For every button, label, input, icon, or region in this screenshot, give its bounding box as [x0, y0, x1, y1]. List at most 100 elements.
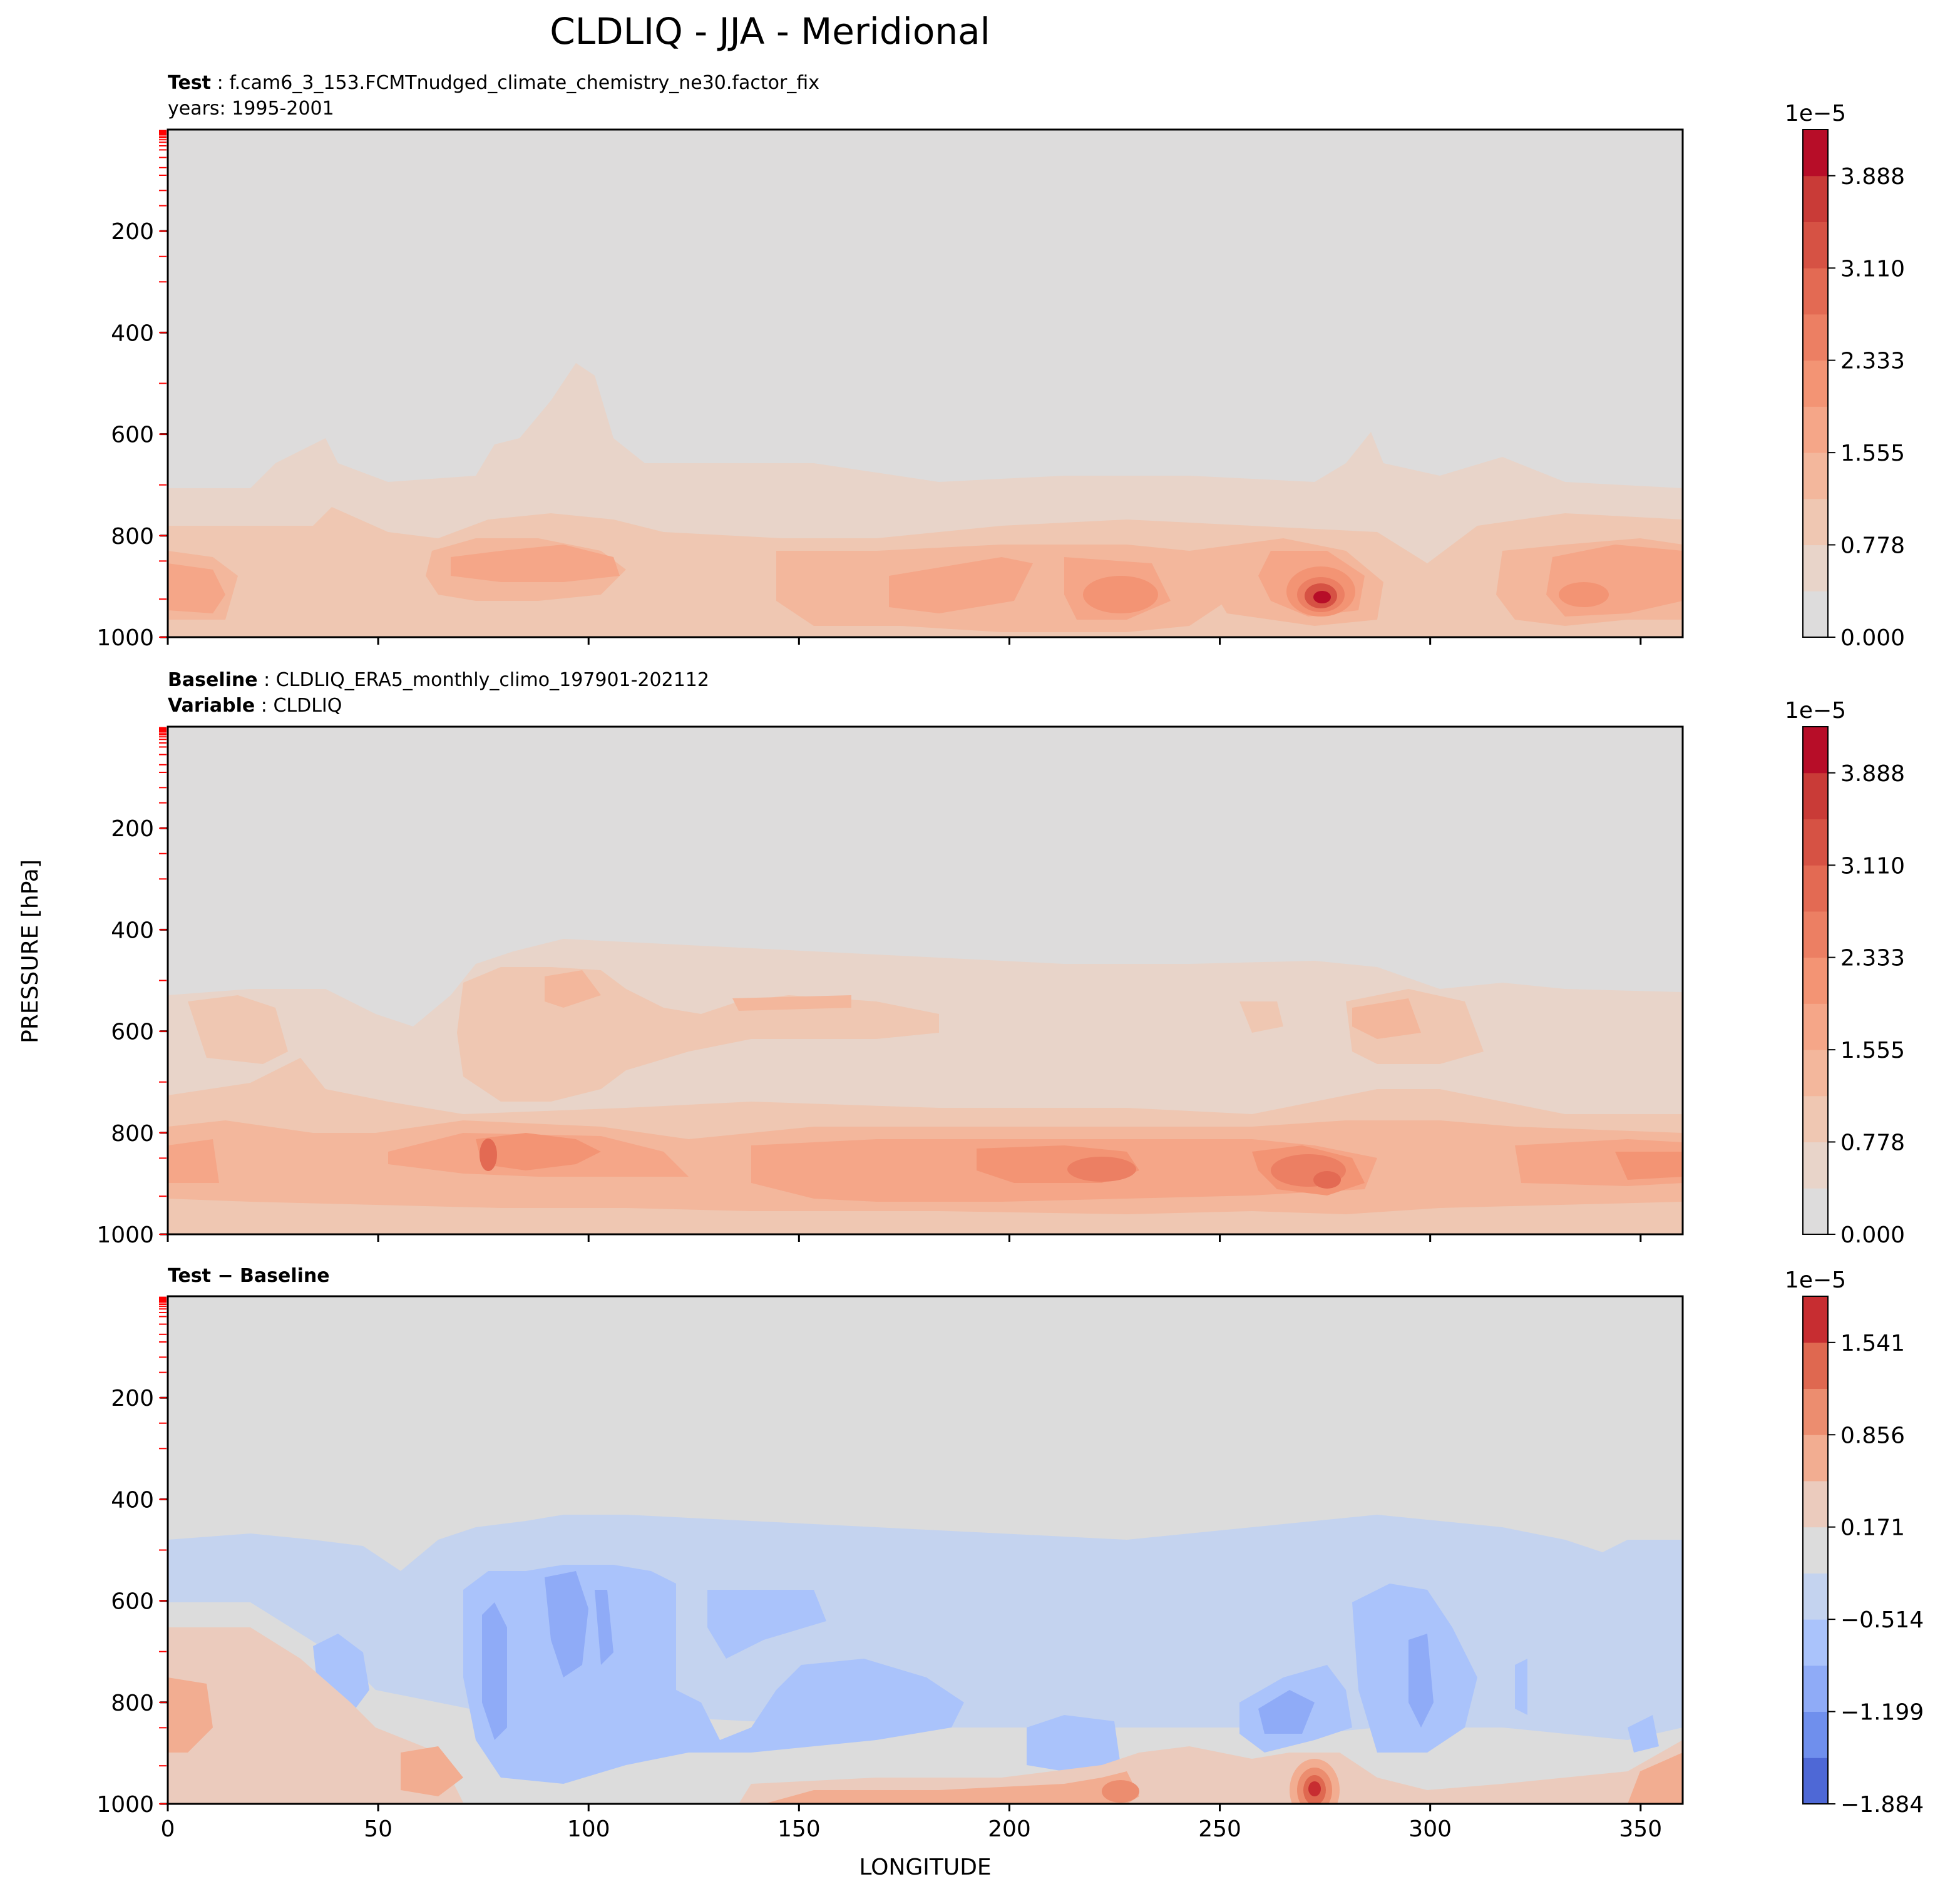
- contour-fill: [480, 1139, 497, 1171]
- x-tick-label: 0: [161, 1816, 175, 1842]
- colorbar-level: [1803, 819, 1828, 866]
- colorbar-level: [1803, 1003, 1828, 1050]
- colorbar-tick-label: 2.333: [1840, 946, 1905, 971]
- x-axis-label: LONGITUDE: [859, 1855, 991, 1880]
- colorbar-level: [1803, 591, 1828, 638]
- y-tick-label: 1000: [96, 1792, 154, 1818]
- colorbar-level: [1803, 175, 1828, 222]
- colorbar-level: [1803, 957, 1828, 1004]
- panel-header: Test : f.cam6_3_153.FCMTnudged_climate_c…: [168, 72, 819, 94]
- x-tick-label: 50: [364, 1816, 393, 1842]
- y-tick-label: 200: [111, 1386, 154, 1411]
- contour-fill: [1067, 1157, 1136, 1182]
- colorbar-tick-label: 0.171: [1840, 1515, 1905, 1541]
- colorbar-level: [1803, 1435, 1828, 1482]
- colorbar-level: [1803, 1527, 1828, 1574]
- x-tick-label: 300: [1408, 1816, 1452, 1842]
- axes-frame: [167, 725, 1684, 1236]
- contour-fill: [1559, 582, 1609, 607]
- colorbar-level: [1803, 727, 1828, 774]
- colorbar-tick-label: 0.856: [1840, 1423, 1905, 1448]
- contour-field: [168, 1296, 1683, 1804]
- contour-field: [168, 130, 1683, 637]
- contour-fill: [313, 1565, 1659, 1784]
- colorbar-tick-label: 2.333: [1840, 349, 1905, 374]
- panel-header: Test − Baseline: [168, 1265, 330, 1287]
- colorbar-level: [1803, 1388, 1828, 1435]
- contour-fill: [482, 1571, 1434, 1740]
- colorbar-level: [1803, 1142, 1828, 1189]
- colorbar-tick-label: 3.110: [1840, 853, 1905, 879]
- x-tick-label: 150: [777, 1816, 821, 1842]
- colorbar-tick-label: −1.884: [1840, 1792, 1924, 1818]
- y-tick-label: 200: [111, 219, 154, 245]
- colorbar-frame: [1802, 726, 1829, 1235]
- figure-title: CLDLIQ - JJA - Meridional: [550, 10, 990, 53]
- y-tick-label: 400: [111, 320, 154, 346]
- y-tick-label: 200: [111, 816, 154, 842]
- colorbar-exponent: 1e−5: [1785, 698, 1846, 724]
- panel-subheader: years: 1995-2001: [168, 98, 334, 120]
- colorbar-level: [1803, 1758, 1828, 1804]
- colorbar-level: [1803, 1480, 1828, 1528]
- x-tick-label: 100: [567, 1816, 610, 1842]
- axes-frame: [167, 1295, 1684, 1805]
- difference-panel: Test − Baseline 200 400 600 800 1000 0 50 100 1…: [96, 1265, 1924, 1842]
- colorbar-exponent: 1e−5: [1785, 101, 1846, 126]
- colorbar-tick-label: 0.778: [1840, 533, 1905, 558]
- contour-fill: [1083, 576, 1158, 613]
- x-tick-label: 350: [1619, 1816, 1662, 1842]
- y-tick-label: 600: [111, 1589, 154, 1615]
- y-tick-label: 1000: [96, 1222, 154, 1248]
- colorbar-tick-label: −1.199: [1840, 1700, 1924, 1726]
- colorbar-level: [1803, 314, 1828, 361]
- colorbar-tick-label: 0.000: [1840, 625, 1905, 651]
- colorbar-level: [1803, 1050, 1828, 1097]
- y-axis-label: PRESSURE [hPa]: [18, 859, 43, 1043]
- colorbar-tick-label: 1.541: [1840, 1331, 1905, 1356]
- colorbar-frame: [1802, 1296, 1829, 1804]
- contour-fill: [1102, 1780, 1139, 1803]
- axes-frame: [167, 128, 1684, 638]
- colorbar-tick-label: 3.888: [1840, 761, 1905, 787]
- y-tick-label: 800: [111, 524, 154, 550]
- colorbar-level: [1803, 1095, 1828, 1143]
- colorbar-level: [1803, 865, 1828, 912]
- colorbar-exponent: 1e−5: [1785, 1267, 1846, 1293]
- colorbar-tick-label: 3.110: [1840, 256, 1905, 282]
- colorbar-tick-label: 0.778: [1840, 1130, 1905, 1155]
- colorbar-level: [1803, 1573, 1828, 1620]
- colorbar-level: [1803, 498, 1828, 546]
- colorbar-level: [1803, 772, 1828, 819]
- contour-fill: [1308, 1781, 1321, 1796]
- y-tick-label: 1000: [96, 625, 154, 651]
- y-tick-label: 800: [111, 1691, 154, 1716]
- colorbar-level: [1803, 1188, 1828, 1235]
- contour-fill: [1313, 1171, 1341, 1189]
- colorbar-level: [1803, 1619, 1828, 1666]
- colorbar-level: [1803, 360, 1828, 407]
- colorbar-level: [1803, 545, 1828, 591]
- colorbar-level: [1803, 268, 1828, 315]
- contour-fill: [168, 1627, 1683, 1804]
- colorbar-tick-label: −0.514: [1840, 1607, 1924, 1633]
- colorbar-level: [1803, 406, 1828, 453]
- colorbar-frame: [1802, 129, 1829, 638]
- colorbar-level: [1803, 911, 1828, 958]
- baseline-panel: Baseline : CLDLIQ_ERA5_monthly_climo_197…: [96, 669, 1905, 1248]
- y-tick-label: 400: [111, 1487, 154, 1513]
- y-tick-label: 800: [111, 1121, 154, 1147]
- test-panel: Test : f.cam6_3_153.FCMTnudged_climate_c…: [96, 72, 1905, 651]
- colorbar-tick-label: 1.555: [1840, 441, 1905, 466]
- colorbar-level: [1803, 1342, 1828, 1390]
- colorbar-level: [1803, 1665, 1828, 1712]
- panel-header: Baseline : CLDLIQ_ERA5_monthly_climo_197…: [168, 669, 709, 691]
- panel-subheader: Variable : CLDLIQ: [168, 695, 342, 717]
- x-tick-label: 250: [1198, 1816, 1241, 1842]
- colorbar-level: [1803, 453, 1828, 499]
- x-tick-label: 200: [988, 1816, 1031, 1842]
- colorbar-level: [1803, 222, 1828, 269]
- y-tick-label: 600: [111, 1020, 154, 1045]
- y-tick-label: 400: [111, 918, 154, 943]
- colorbar-level: [1803, 1296, 1828, 1343]
